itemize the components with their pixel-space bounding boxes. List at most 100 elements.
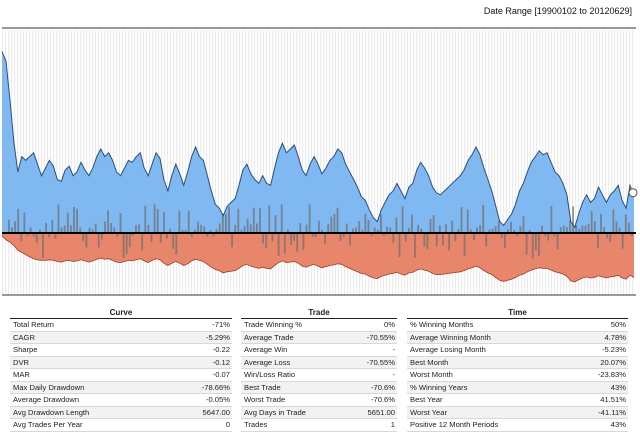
trade-bar	[398, 233, 401, 258]
trade-bar	[519, 226, 522, 233]
background-bar	[224, 30, 226, 294]
curve-stat-label: Total Return	[13, 320, 54, 329]
trade-stat-value: 0%	[384, 320, 395, 329]
curve-stat-label: Sharpe	[13, 345, 38, 354]
background-bar	[395, 30, 397, 294]
trade-bar	[237, 208, 240, 233]
background-bar	[560, 30, 562, 294]
time-stat-label: Best Month	[410, 357, 449, 367]
trade-stats-title: Trade	[241, 307, 397, 319]
trade-bar	[8, 219, 10, 233]
background-bar	[566, 30, 568, 294]
background-bar	[53, 30, 55, 294]
background-bar	[176, 30, 178, 294]
trade-stat-row: Best Trade -70.6%	[241, 381, 397, 394]
trade-bar	[70, 225, 72, 233]
equity-drawdown-chart	[1, 27, 638, 296]
trade-bar	[268, 205, 271, 233]
trade-bar	[265, 233, 268, 249]
trade-bar	[606, 233, 609, 239]
background-bar	[440, 30, 442, 294]
trade-stat-label: Average Loss	[244, 357, 291, 367]
background-bar	[77, 30, 79, 294]
curve-stat-row: Avg Drawdown Length 5647.00	[10, 406, 232, 419]
background-bar	[227, 30, 229, 294]
background-bar	[74, 30, 76, 294]
trade-bar	[20, 233, 23, 242]
trade-bar	[513, 230, 516, 233]
trade-bar	[336, 207, 339, 233]
trade-bar	[221, 213, 224, 233]
background-bar	[143, 30, 145, 294]
background-bar	[368, 30, 370, 294]
trade-bar	[104, 221, 106, 233]
trade-bar	[603, 227, 605, 233]
trade-bar	[97, 233, 100, 248]
background-bar	[377, 30, 379, 294]
curve-stat-value: -0.05%	[205, 395, 230, 404]
background-bar	[572, 30, 574, 294]
background-bar	[119, 30, 121, 294]
time-stat-label: % Winning Months	[410, 320, 474, 329]
time-stat-row: Worst Year -41.11%	[407, 406, 628, 419]
background-bar	[491, 30, 493, 294]
background-bar	[320, 30, 322, 294]
trade-bar	[438, 225, 441, 233]
background-bar	[116, 30, 118, 294]
equity-curve-area	[2, 51, 634, 233]
background-bar	[461, 30, 463, 294]
background-bar	[245, 30, 247, 294]
trade-bar	[342, 233, 345, 238]
background-bar	[269, 30, 271, 294]
time-stat-label: Average Winning Month	[410, 332, 491, 342]
background-bar	[356, 30, 358, 294]
trade-stat-row: Trade Winning % 0%	[241, 319, 397, 332]
trade-bar	[528, 230, 531, 233]
background-bar	[65, 30, 67, 294]
trade-bar	[352, 228, 354, 233]
curve-stat-label: DVR	[13, 357, 30, 367]
trade-bar	[113, 227, 116, 233]
trade-bar	[407, 227, 410, 233]
background-bar	[581, 30, 583, 294]
background-bar	[410, 30, 412, 294]
background-bar	[161, 30, 163, 294]
trade-bar	[287, 229, 289, 233]
time-stat-value: 20.07%	[600, 357, 626, 367]
background-bar	[164, 30, 166, 294]
trade-stat-value: -70.6%	[370, 382, 395, 392]
trade-bar	[138, 224, 140, 233]
trade-bar	[525, 233, 528, 255]
trade-bar	[488, 229, 491, 233]
trade-bar	[23, 212, 26, 233]
background-bar	[602, 30, 604, 294]
trade-bar	[541, 226, 543, 233]
trade-bar	[442, 233, 444, 246]
trade-bar	[510, 221, 512, 233]
trade-stat-value: -	[392, 345, 395, 354]
trade-bar	[559, 227, 562, 233]
trade-bar	[156, 209, 159, 233]
trade-bar	[314, 233, 317, 238]
trade-bar	[48, 233, 51, 238]
background-bar	[305, 30, 307, 294]
background-bar	[407, 30, 409, 294]
background-bar	[248, 30, 250, 294]
trade-bar	[395, 217, 398, 233]
trade-stat-value: -70.55%	[366, 332, 395, 342]
trade-bar	[621, 233, 624, 249]
trade-bar	[29, 227, 32, 233]
trade-bar	[609, 233, 612, 242]
time-stat-row: Positive 12 Month Periods 43%	[407, 419, 628, 432]
trade-bar	[590, 211, 593, 233]
background-bar	[56, 30, 58, 294]
time-stat-row: % Winning Years 43%	[407, 381, 628, 394]
background-bar	[353, 30, 355, 294]
trade-stat-value: -	[392, 370, 395, 379]
trade-bar	[615, 221, 618, 233]
background-bar	[239, 30, 241, 294]
trade-bar	[135, 225, 137, 233]
background-bar	[251, 30, 253, 294]
trade-bar	[553, 233, 556, 237]
trade-bar	[141, 233, 144, 251]
